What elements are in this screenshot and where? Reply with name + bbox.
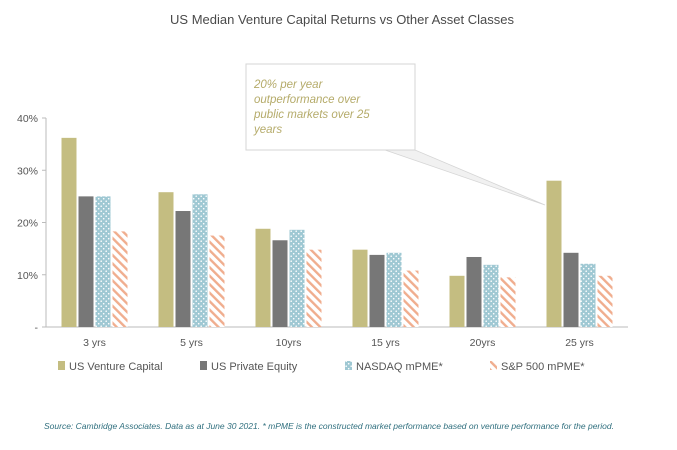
source-note: Source: Cambridge Associates. Data as at… bbox=[44, 421, 614, 431]
bar-nasdaq-mpme bbox=[580, 263, 596, 327]
y-axis: - 10% 20% 30% 40% bbox=[17, 113, 628, 334]
legend-swatch bbox=[345, 361, 352, 370]
y-tick-label: - bbox=[35, 322, 39, 334]
bar-sp500-mpme bbox=[209, 235, 225, 327]
bar-us-private-equity bbox=[369, 254, 385, 327]
x-tick-label: 3 yrs bbox=[83, 337, 106, 349]
callout-line-1: 20% per year bbox=[253, 79, 324, 91]
bar-us-venture-capital bbox=[158, 192, 174, 327]
bar-us-venture-capital bbox=[546, 180, 562, 327]
bars bbox=[61, 137, 613, 327]
bar-nasdaq-mpme bbox=[483, 264, 499, 327]
x-tick-label: 10yrs bbox=[276, 337, 302, 349]
legend-swatch bbox=[490, 361, 497, 370]
bar-nasdaq-mpme bbox=[95, 196, 111, 327]
bar-sp500-mpme bbox=[403, 270, 419, 327]
bar-us-venture-capital bbox=[449, 275, 465, 327]
x-axis-labels: 3 yrs 5 yrs 10yrs 15 yrs 20yrs 25 yrs bbox=[83, 337, 594, 349]
bar-us-private-equity bbox=[466, 256, 482, 327]
y-tick-label: 40% bbox=[17, 113, 38, 125]
callout-pointer bbox=[384, 149, 546, 206]
chart-title: US Median Venture Capital Returns vs Oth… bbox=[170, 12, 514, 27]
bar-us-venture-capital bbox=[352, 249, 368, 327]
bar-sp500-mpme bbox=[306, 249, 322, 327]
bar-nasdaq-mpme bbox=[386, 252, 402, 327]
y-tick-label: 10% bbox=[17, 270, 38, 282]
callout-line-3: public markets over 25 bbox=[253, 109, 370, 121]
bar-nasdaq-mpme bbox=[289, 229, 305, 327]
x-tick-label: 15 yrs bbox=[371, 337, 400, 349]
bar-nasdaq-mpme bbox=[192, 194, 208, 327]
legend-swatch bbox=[200, 361, 207, 370]
x-tick-label: 20yrs bbox=[470, 337, 496, 349]
legend-swatch bbox=[58, 361, 65, 370]
bar-us-private-equity bbox=[175, 211, 191, 327]
bar-us-private-equity bbox=[272, 240, 288, 327]
bar-us-venture-capital bbox=[61, 137, 77, 327]
bar-us-private-equity bbox=[563, 252, 579, 327]
bar-sp500-mpme bbox=[500, 277, 516, 327]
x-tick-label: 5 yrs bbox=[180, 337, 203, 349]
bar-us-venture-capital bbox=[255, 228, 271, 327]
y-tick-label: 20% bbox=[17, 218, 38, 230]
bar-sp500-mpme bbox=[597, 275, 613, 327]
legend-label: US Venture Capital bbox=[69, 361, 163, 373]
legend-label: S&P 500 mPME* bbox=[501, 361, 585, 373]
bar-us-private-equity bbox=[78, 196, 94, 327]
callout-line-4: years bbox=[253, 124, 282, 136]
x-tick-label: 25 yrs bbox=[565, 337, 594, 349]
legend-label: NASDAQ mPME* bbox=[356, 361, 444, 373]
y-tick-label: 30% bbox=[17, 165, 38, 177]
bar-sp500-mpme bbox=[112, 231, 128, 327]
callout-box bbox=[245, 63, 416, 151]
legend: US Venture Capital US Private Equity NASDA… bbox=[58, 361, 585, 373]
legend-label: US Private Equity bbox=[211, 361, 298, 373]
callout-line-2: outperformance over bbox=[254, 94, 361, 106]
